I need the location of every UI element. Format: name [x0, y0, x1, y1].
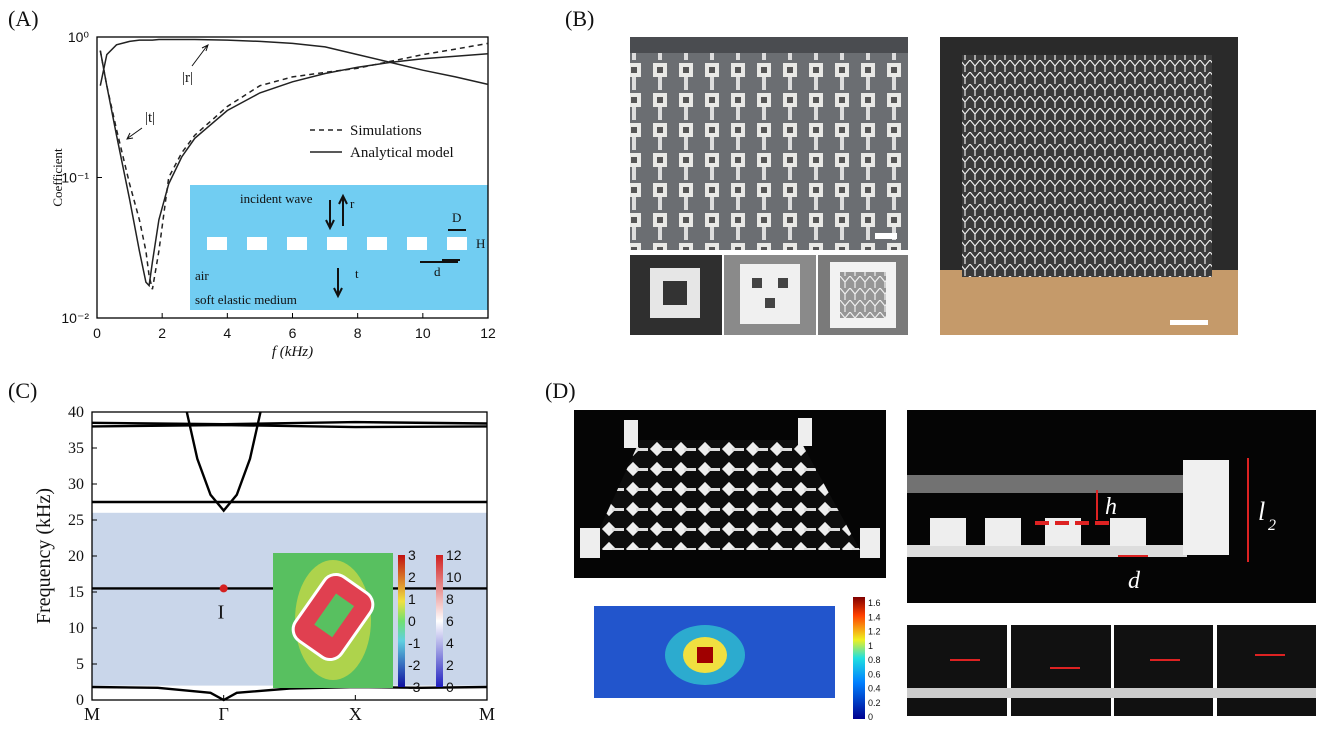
y-tick-label: 40: [68, 404, 84, 421]
x-axis-label: f (kHz): [272, 344, 313, 360]
annotation: |r|: [182, 70, 193, 86]
y-tick-label: 25: [68, 512, 84, 529]
annotation-arrow: [127, 45, 208, 139]
colorbar-label: 4: [446, 635, 454, 651]
x-tick-label: 12: [480, 325, 496, 341]
colorbar-label: 0.8: [868, 655, 881, 665]
air-hole: [367, 237, 387, 250]
x-tick-label: Γ: [218, 704, 228, 724]
series-line: [92, 687, 487, 700]
x-tick-label: 4: [223, 325, 231, 341]
y-tick-label: 15: [68, 584, 84, 601]
x-tick-label: M: [479, 704, 495, 724]
colorbar-label: 0.4: [868, 684, 881, 694]
x-tick-label: 0: [93, 325, 101, 341]
y-tick-label: 10⁻¹: [61, 170, 89, 186]
colorbar-label: 12: [446, 547, 462, 563]
colorbar: [398, 555, 405, 687]
mode-point: [220, 584, 228, 592]
air-hole: [207, 237, 227, 250]
legend-label: Simulations: [350, 123, 422, 139]
y-tick-label: 20: [68, 548, 84, 565]
colorbar-label: 0.2: [868, 698, 881, 708]
colorbar-label: 1.6: [868, 598, 881, 608]
colorbar-label: 3: [408, 547, 416, 563]
annotation: |t|: [145, 110, 155, 126]
label-d: d: [1128, 568, 1141, 594]
colorbar-label: 0: [446, 679, 454, 695]
air-hole: [447, 237, 467, 250]
y-tick-label: 5: [76, 656, 84, 673]
air-hole: [247, 237, 267, 250]
figure: (A) (B) (C) (D) h d l 2 1.6 1.4 1.2 1 0.8 0.6…: [0, 0, 1322, 729]
x-tick-label: 2: [158, 325, 166, 341]
photo-d: [574, 410, 1316, 719]
x-tick-label: M: [84, 704, 100, 724]
inset-label: r: [350, 196, 355, 211]
inset-label: incident wave: [240, 191, 313, 206]
colorbar-label: -3: [408, 679, 421, 695]
y-tick-label: 10: [68, 620, 84, 637]
y-tick-label: 10⁻²: [61, 310, 89, 326]
x-tick-label: X: [349, 704, 362, 724]
colorbar-label: 1: [408, 591, 416, 607]
x-tick-label: 6: [289, 325, 297, 341]
inset-label: air: [195, 268, 209, 283]
colorbar-label: 0: [408, 613, 416, 629]
inset-label: H: [476, 236, 485, 251]
colorbar-label: 1: [868, 641, 873, 651]
label-h: h: [1105, 494, 1117, 520]
y-tick-label: 30: [68, 476, 84, 493]
series-line: [187, 412, 261, 511]
colorbar-label: 2: [408, 569, 416, 585]
colorbar-label: 6: [446, 613, 454, 629]
air-hole: [327, 237, 347, 250]
panel-label: (C): [8, 378, 37, 403]
x-tick-label: 8: [354, 325, 362, 341]
label-l-sub: 2: [1268, 517, 1276, 534]
series-line: [100, 40, 488, 86]
colorbar-label: 2: [446, 657, 454, 673]
y-axis-label: Frequency (kHz): [33, 488, 55, 624]
inset-label: t: [355, 266, 359, 281]
colorbar-label: 1.4: [868, 612, 881, 622]
colorbar-label: 0: [868, 712, 873, 722]
inset-label: D: [452, 210, 461, 225]
point-label: I: [218, 601, 225, 623]
panel-label: (B): [565, 6, 594, 31]
y-tick-label: 35: [68, 440, 84, 457]
colorbar-label: 8: [446, 591, 454, 607]
colorbar: [436, 555, 443, 687]
x-tick-label: 10: [415, 325, 431, 341]
colorbar-label: 0.6: [868, 669, 881, 679]
series-line: [92, 425, 487, 427]
legend-label: Analytical model: [350, 145, 454, 161]
air-hole: [407, 237, 427, 250]
photo-b: [630, 37, 1238, 335]
series-line: [92, 422, 487, 424]
panel-label: (A): [8, 6, 39, 31]
y-tick-label: 0: [76, 692, 84, 709]
y-axis-label: Coefficient: [50, 148, 65, 207]
panel-label: (D): [545, 378, 576, 403]
air-hole: [287, 237, 307, 250]
colorbar-label: 1.2: [868, 627, 881, 637]
colorbar-label: -2: [408, 657, 421, 673]
colorbar-label: -1: [408, 635, 421, 651]
inset-label: d: [434, 264, 441, 279]
label-l: l: [1258, 497, 1265, 526]
colorbar-label: 10: [446, 569, 462, 585]
y-tick-label: 10⁰: [68, 29, 90, 45]
inset-label: soft elastic medium: [195, 292, 297, 307]
